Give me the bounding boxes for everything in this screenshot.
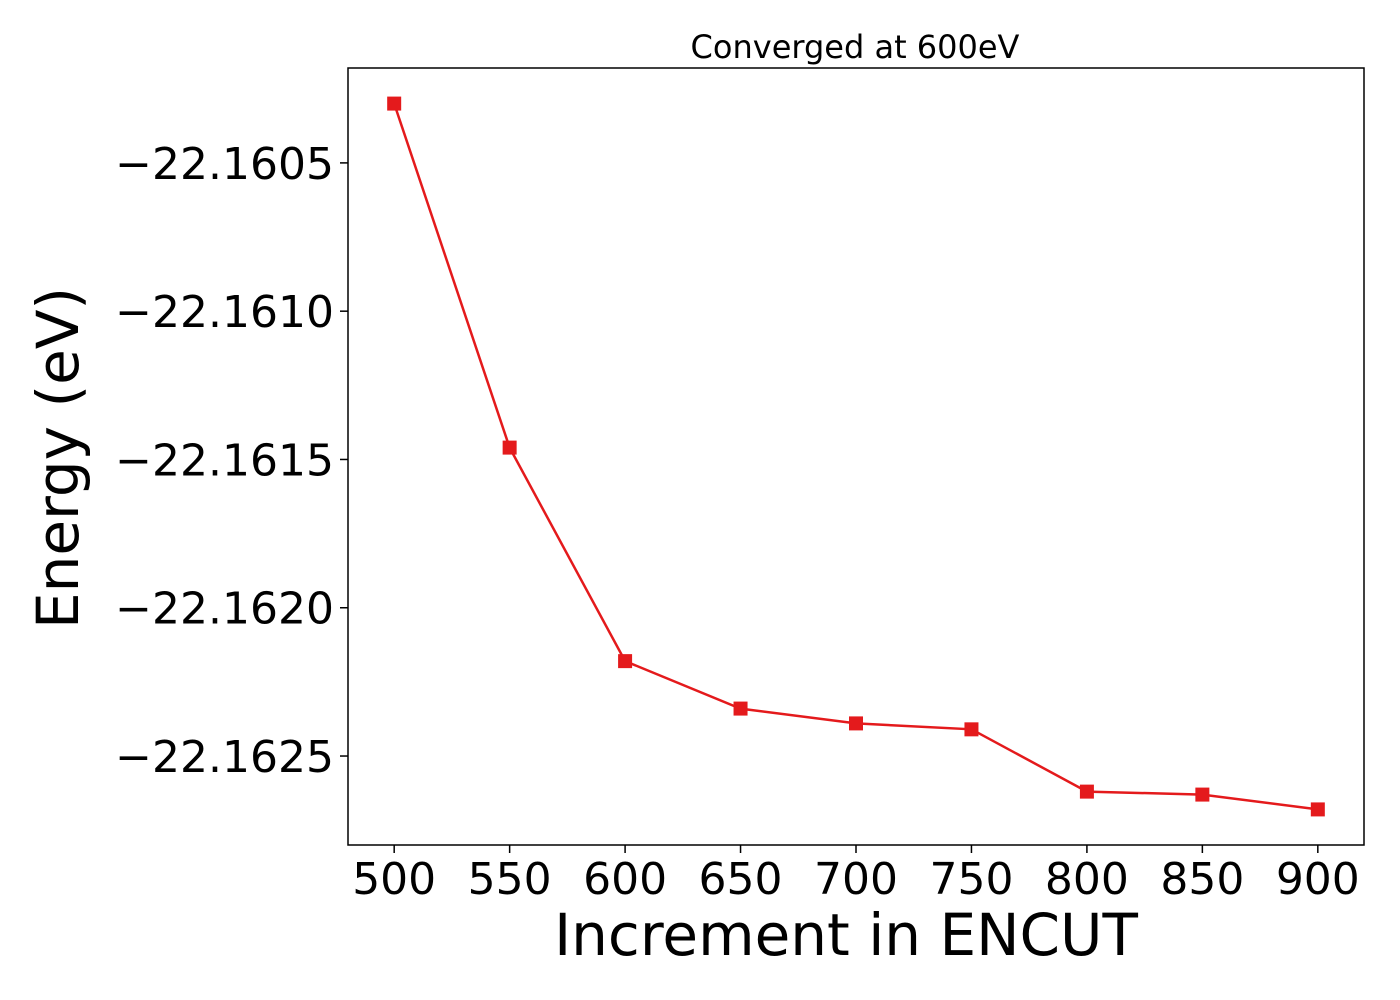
data-point (618, 654, 633, 669)
x-axis: 500 550 600 650 700 750 800 850 900 (352, 845, 1360, 905)
x-axis-title: Increment in ENCUT (554, 901, 1138, 969)
y-tick-label: −22.1605 (115, 139, 334, 190)
x-tick-label: 850 (1160, 854, 1244, 905)
data-point (502, 440, 517, 455)
x-tick-label: 550 (468, 854, 552, 905)
series-markers (387, 96, 1325, 817)
x-tick-label: 700 (814, 854, 898, 905)
x-tick-label: 750 (929, 854, 1013, 905)
x-tick-label: 650 (699, 854, 783, 905)
chart-title: Converged at 600eV (691, 28, 1020, 66)
data-point (733, 701, 748, 716)
y-axis-title: Energy (eV) (24, 287, 92, 629)
x-tick-label: 800 (1045, 854, 1129, 905)
data-point (1195, 787, 1210, 802)
y-tick-label: −22.1610 (115, 287, 334, 338)
y-axis: −22.1605 −22.1610 −22.1615 −22.1620 −22.1625 (115, 139, 348, 783)
y-tick-label: −22.1625 (115, 732, 334, 783)
x-tick-label: 600 (583, 854, 667, 905)
x-tick-label: 900 (1276, 854, 1360, 905)
x-tick-label: 500 (352, 854, 436, 905)
y-tick-label: −22.1620 (115, 584, 334, 635)
data-point (964, 722, 979, 737)
series-line (393, 103, 1318, 811)
data-point (849, 716, 863, 731)
data-point (387, 96, 402, 111)
data-point (1310, 802, 1325, 817)
y-tick-label: −22.1615 (115, 435, 334, 486)
data-point (1079, 784, 1094, 799)
